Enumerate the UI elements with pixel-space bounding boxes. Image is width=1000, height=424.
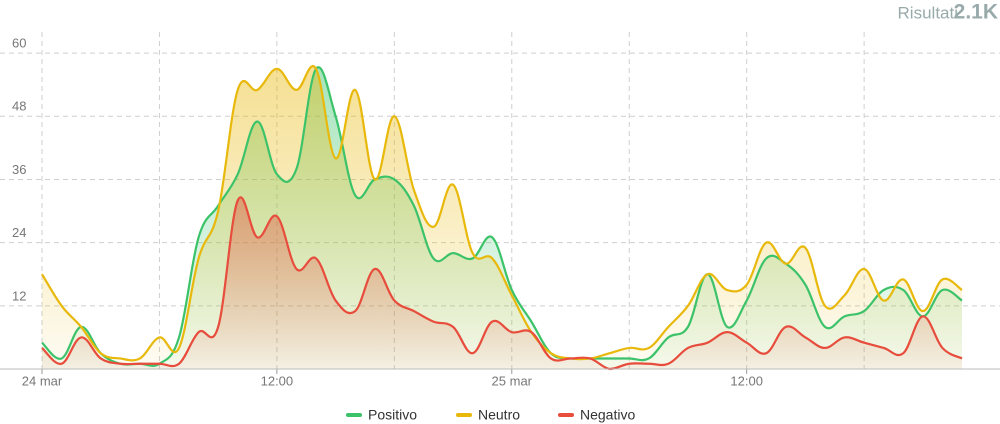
line xyxy=(41,196,963,371)
legend-swatch xyxy=(346,413,362,417)
legend-label: Neutro xyxy=(478,407,520,423)
x-tick-label: 25 mar xyxy=(492,373,533,388)
y-tick-label: 60 xyxy=(12,36,26,51)
line xyxy=(41,66,963,367)
results-value: 2.1K xyxy=(954,1,998,24)
y-tick-label: 24 xyxy=(12,225,26,240)
x-tick-label: 24 mar xyxy=(22,373,63,388)
y-tick-label: 36 xyxy=(12,162,26,177)
legend-swatch xyxy=(558,413,574,417)
x-tick-label: 12:00 xyxy=(261,373,294,388)
legend-label: Positivo xyxy=(368,407,417,423)
y-tick-label: 48 xyxy=(12,99,26,114)
legend-label: Negativo xyxy=(580,407,635,423)
x-tick-label: 12:00 xyxy=(730,373,763,388)
results-label: Risultati xyxy=(898,3,958,22)
area xyxy=(42,197,962,369)
y-tick-label: 12 xyxy=(12,288,26,303)
line xyxy=(41,65,963,362)
legend-swatch xyxy=(456,413,472,417)
